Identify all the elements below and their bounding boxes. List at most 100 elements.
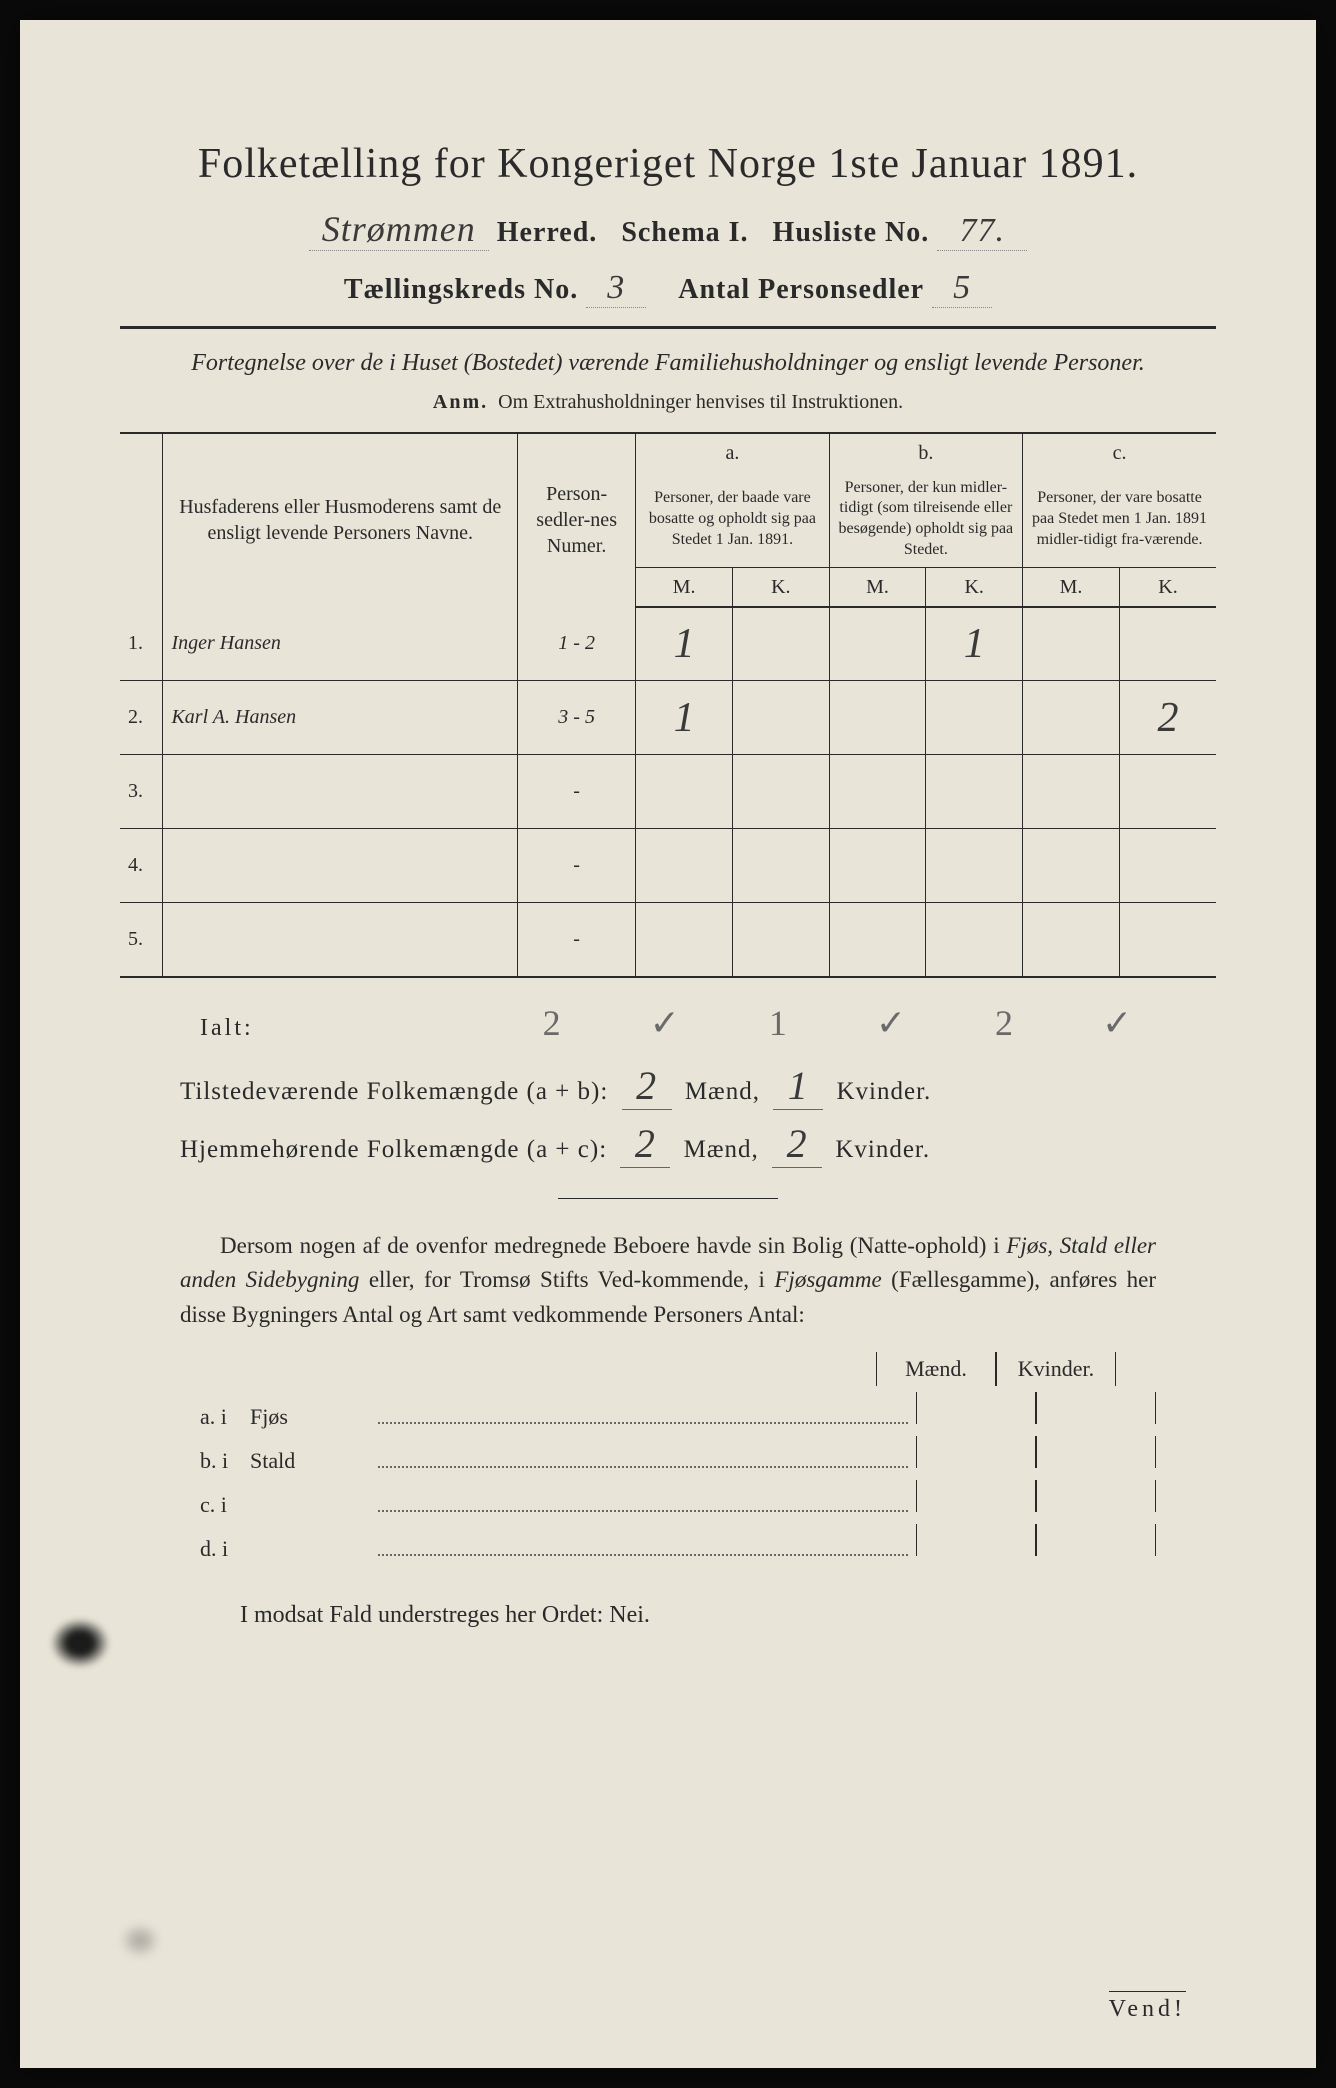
b-cell (829, 829, 1022, 903)
summary2-m: 2 (620, 1120, 670, 1168)
table-row: 5. - (120, 903, 1216, 977)
census-form-page: Folketælling for Kongeriget Norge 1ste J… (20, 20, 1316, 2068)
husliste-label: Husliste No. (773, 217, 930, 248)
summary1-label: Tilstedeværende Folkemængde (a + b): (180, 1078, 608, 1105)
name-cell (163, 755, 518, 829)
kvinder-label: Kvinder. (836, 1078, 931, 1105)
row-num: 5. (120, 903, 163, 977)
sedler-cell: - (518, 903, 636, 977)
sedler-cell: - (518, 829, 636, 903)
b-cell (829, 755, 1022, 829)
summary-line-1: Tilstedeværende Folkemængde (a + b): 2 M… (180, 1062, 1216, 1110)
kvinder-col-header: Kvinder. (996, 1352, 1116, 1386)
c-m: M. (1023, 568, 1120, 606)
summary2-k: 2 (772, 1120, 822, 1168)
row-num: 1. (120, 607, 163, 681)
kreds-value: 3 (586, 269, 646, 308)
b-m: M. (830, 568, 927, 606)
c-k: K. (1120, 568, 1216, 606)
main-title: Folketælling for Kongeriget Norge 1ste J… (120, 140, 1216, 188)
building-list-row: a. iFjøs (200, 1392, 1156, 1430)
c-cell (1023, 755, 1216, 829)
name-cell: Karl A. Hansen (163, 681, 518, 755)
dots (378, 1554, 908, 1556)
ialt-label: Ialt: (200, 1015, 254, 1041)
row-num: 4. (120, 829, 163, 903)
header-line-1: Strømmen Herred. Schema I. Husliste No. … (120, 208, 1216, 251)
a-cell: 1 (636, 607, 829, 681)
col-names-header: Husfaderens eller Husmoderens samt de en… (163, 433, 518, 607)
summary1-m: 2 (622, 1062, 672, 1110)
header-line-2: Tællingskreds No. 3 Antal Personsedler 5 (120, 269, 1216, 308)
anm-text: Om Extrahusholdninger henvises til Instr… (498, 391, 903, 413)
list-boxes (916, 1524, 1156, 1556)
col-names-text: Husfaderens eller Husmoderens samt de en… (179, 496, 501, 544)
col-a-mk: M.K. (636, 567, 829, 607)
box-m (916, 1480, 1036, 1512)
col-a-text: Personer, der baade vare bosatte og opho… (636, 472, 829, 568)
sedler-cell: - (518, 755, 636, 829)
antal-value: 5 (932, 269, 992, 308)
c-cell (1023, 829, 1216, 903)
summary-line-2: Hjemmehørende Folkemængde (a + c): 2 Mæn… (180, 1120, 1216, 1168)
kvinder-label2: Kvinder. (835, 1136, 930, 1163)
list-letter: a. i (200, 1404, 250, 1430)
a-cell: 1 (636, 681, 829, 755)
summary2-label: Hjemmehørende Folkemængde (a + c): (180, 1136, 607, 1163)
a-cell (636, 755, 829, 829)
col-sedler-header: Person-sedler-nes Numer. (518, 433, 636, 607)
a-m: M. (636, 568, 733, 606)
box-k (1036, 1480, 1156, 1512)
smudge (120, 1923, 160, 1958)
box-m (916, 1392, 1036, 1424)
building-list-row: b. iStald (200, 1436, 1156, 1474)
b-cell: 1 (829, 607, 1022, 681)
box-m (916, 1436, 1036, 1468)
schema-label: Schema I. (621, 217, 748, 248)
mk-header-row: Mænd. Kvinder. (120, 1352, 1116, 1386)
b-cell (829, 681, 1022, 755)
list-letter: c. i (200, 1492, 250, 1518)
nei-line: I modsat Fald understreges her Ordet: Ne… (210, 1602, 1216, 1629)
dots (378, 1422, 908, 1424)
list-boxes (916, 1392, 1156, 1424)
list-letter: d. i (200, 1536, 250, 1562)
herred-label: Herred. (497, 217, 598, 248)
box-k (1036, 1524, 1156, 1556)
col-b-text: Personer, der kun midler-tidigt (som til… (829, 472, 1022, 568)
dots (378, 1510, 908, 1512)
table-row: 3. - (120, 755, 1216, 829)
ink-stain (50, 1618, 110, 1668)
c-cell: 2 (1023, 681, 1216, 755)
col-c-label: c. (1023, 433, 1216, 472)
list-label: Stald (250, 1448, 370, 1474)
maend-label: Mænd, (685, 1078, 760, 1105)
dots (378, 1466, 908, 1468)
col-c-mk: M.K. (1023, 567, 1216, 607)
a-k: K. (733, 568, 829, 606)
c-cell (1023, 903, 1216, 977)
ialt-values: 2 ✓ 1 ✓ 2 ✓ (543, 1003, 1173, 1043)
sedler-cell: 1 - 2 (518, 607, 636, 681)
col-b-label: b. (829, 433, 1022, 472)
b-cell (829, 903, 1022, 977)
col-b-mk: M.K. (829, 567, 1022, 607)
table-row: 2.Karl A. Hansen3 - 512 (120, 681, 1216, 755)
maend-col-header: Mænd. (876, 1352, 996, 1386)
sedler-cell: 3 - 5 (518, 681, 636, 755)
mid-rule (558, 1198, 778, 1199)
summary1-k: 1 (773, 1062, 823, 1110)
row-num: 3. (120, 755, 163, 829)
maend-label2: Mænd, (684, 1136, 759, 1163)
list-boxes (916, 1436, 1156, 1468)
b-k: K. (926, 568, 1022, 606)
list-boxes (916, 1480, 1156, 1512)
building-list-row: d. i (200, 1524, 1156, 1562)
herred-value: Strømmen (309, 208, 489, 251)
anm-line: Anm. Om Extrahusholdninger henvises til … (120, 391, 1216, 414)
subtitle: Fortegnelse over de i Huset (Bostedet) v… (120, 347, 1216, 381)
col-rownum (120, 433, 163, 607)
col-a-label: a. (636, 433, 829, 472)
kreds-label: Tællingskreds No. (344, 274, 578, 305)
husliste-value: 77. (937, 212, 1027, 251)
